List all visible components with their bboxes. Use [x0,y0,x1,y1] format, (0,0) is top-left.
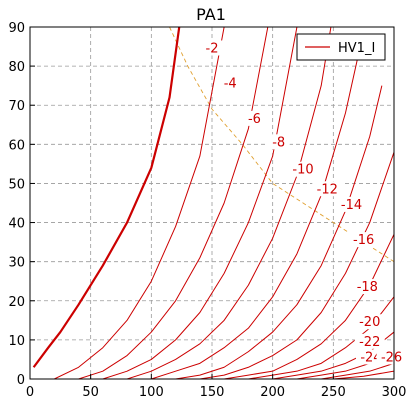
y-tick-label: 80 [8,60,25,75]
y-tick-label: 50 [8,177,25,192]
y-tick-label: 60 [8,138,25,153]
curve-label-bg [288,161,318,177]
series-line-vg-2 [54,27,225,379]
curve-label: -12 [317,182,338,197]
x-tick-label: 0 [26,385,34,400]
curve-label-bg [243,110,266,126]
curve-label-bg [312,181,343,197]
curve-label-bg [336,196,367,212]
y-tick-label: 10 [8,334,25,349]
x-tick-label: 200 [260,385,285,400]
curve-label: -8 [272,135,285,150]
series-line-vg-4 [78,27,269,379]
y-tick-label: 70 [8,99,25,114]
y-tick-label: 40 [8,217,25,232]
curve-label: -24 [360,350,381,365]
curve-label-bg [219,75,242,91]
y-tick-label: 20 [8,295,25,310]
series-line-vg-26 [333,370,394,379]
curve-label: -14 [341,198,362,213]
curve-label: -10 [292,163,313,178]
legend-label: HV1_I [338,41,375,56]
curve-label: -18 [357,280,378,295]
grid-layer [30,27,394,379]
x-tick-label: 100 [139,385,164,400]
curve-label-bg [348,232,379,248]
curve-label-bg [267,134,290,150]
x-tick-label: 250 [321,385,346,400]
tick-layer: 0 50 100 150 200 250 300 0 10 20 30 40 50 60 70 80 90 [8,21,406,400]
x-tick-label: 50 [82,385,99,400]
curve-label-bg [352,279,383,295]
curve-label: -4 [224,77,237,92]
x-tick-label: 300 [382,385,407,400]
curve-label: -16 [353,233,374,248]
y-tick-label: 90 [8,21,25,36]
x-tick-label: 150 [200,385,225,400]
curve-label: -6 [248,112,261,127]
curve-label-bg [376,349,407,365]
chart-title: PA1 [196,5,226,24]
legend: HV1_I [296,33,386,61]
curve-label-bg [354,314,385,330]
curve-label: -20 [359,315,380,330]
curve-label-bg [354,333,385,349]
series-line-vg-10 [151,58,359,379]
series-line-vg-6 [102,27,298,379]
curve-label-bg [201,40,223,56]
curve-label: -2 [206,41,219,56]
load-line [169,27,394,263]
label-layer: -2 -4 -6 -8 -10 -12-14 -16 -18 -20 -22-24 -26 [201,40,407,365]
y-tick-label: 30 [8,256,25,271]
series-line-vg0 [32,27,181,368]
curve-label: -26 [381,350,402,365]
y-tick-label: 0 [17,373,25,388]
curve-label: -22 [359,335,380,350]
series-line-vg-8 [126,27,332,379]
series-line-vg-12 [175,85,383,379]
